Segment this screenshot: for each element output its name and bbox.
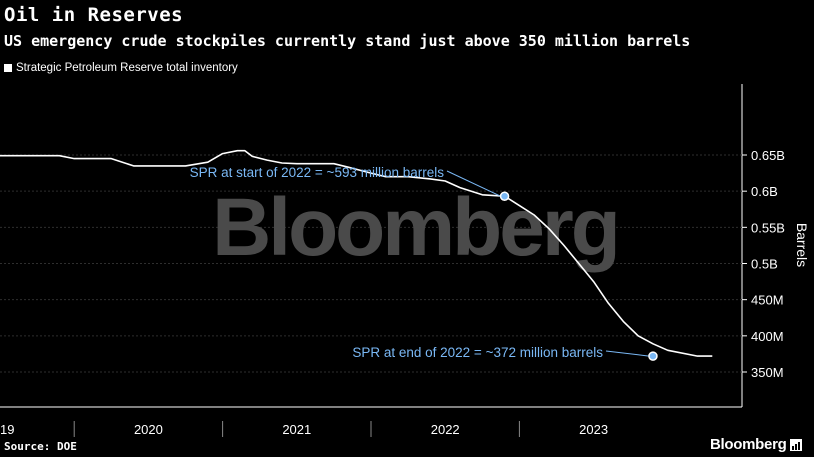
- y-axis-ticks: 350M 400M 450M 0.5B 0.55B 0.6B 0.65B: [742, 148, 785, 380]
- y-tick-label: 0.6B: [751, 184, 778, 199]
- annotation-leader-line: [605, 350, 650, 357]
- x-tick-label: 2019: [0, 422, 14, 437]
- y-tick-label: 450M: [751, 293, 784, 308]
- y-tick-label: 0.55B: [751, 220, 785, 235]
- legend: Strategic Petroleum Reserve total invent…: [4, 62, 238, 74]
- x-tick-label: 2022: [431, 422, 460, 437]
- bar-chart-icon: [790, 438, 803, 451]
- annotation-label: SPR at end of 2022 = ~372 million barrel…: [352, 345, 603, 360]
- x-tick-label: 2021: [282, 422, 311, 437]
- chart-subtitle: US emergency crude stockpiles currently …: [4, 32, 691, 50]
- legend-swatch: [4, 64, 12, 72]
- annotation-label: SPR at start of 2022 = ~593 million barr…: [190, 165, 445, 180]
- y-tick-label: 0.5B: [751, 257, 778, 272]
- y-axis-label: Barrels: [794, 223, 810, 267]
- chart-title: Oil in Reserves: [4, 4, 184, 26]
- source-note: Source: DOE: [4, 440, 77, 453]
- series-line: [0, 149, 713, 357]
- y-tick-label: 0.65B: [751, 148, 785, 163]
- series-layer: [0, 149, 713, 357]
- annotation-marker: [499, 191, 510, 201]
- bloomberg-logo-text: Bloomberg: [710, 436, 787, 453]
- x-tick-label: 2020: [134, 422, 163, 437]
- annotation-marker: [648, 351, 658, 361]
- y-tick-label: 400M: [751, 329, 784, 344]
- bloomberg-logo: Bloomberg: [710, 436, 803, 453]
- x-tick-label: 2023: [579, 422, 608, 437]
- legend-label: Strategic Petroleum Reserve total invent…: [16, 62, 238, 74]
- x-axis-ticks: 2019 2020 2021 2022 2023: [0, 421, 608, 437]
- y-tick-label: 350M: [751, 365, 784, 380]
- annotation-layer: SPR at start of 2022 = ~593 million barr…: [190, 165, 658, 361]
- bloomberg-watermark: Bloomberg: [212, 182, 618, 273]
- annotation-leader-line: [446, 170, 501, 197]
